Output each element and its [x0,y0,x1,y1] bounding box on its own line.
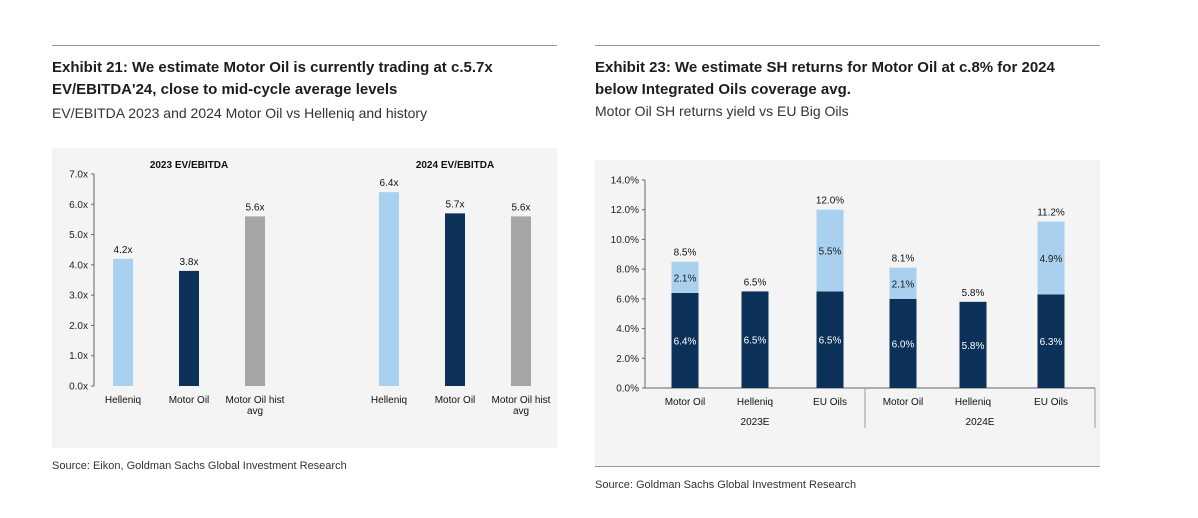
y-tick-label: 10.0% [611,235,639,246]
y-tick-label: 14.0% [611,176,639,187]
y-tick-label: 4.0% [616,324,639,335]
y-tick-label: 4.0x [69,260,88,271]
category-label: avg [513,406,529,417]
bar-segment-bottom [959,301,987,388]
bar-segment-top [671,261,699,293]
bar-value-label: 6.4x [380,178,399,189]
bar-segment-top-label: 5.5% [819,247,842,258]
y-tick-label: 7.0x [69,170,88,181]
y-tick-label: 0.0x [69,382,88,393]
category-label: EU Oils [813,397,847,408]
group-header-label: 2023 EV/EBITDA [150,160,228,171]
bar-segment-bottom-label: 5.8% [962,341,985,352]
exhibit23-bottom-rule [595,466,1100,467]
y-tick-label: 2.0x [69,321,88,332]
exhibit23-chart-panel: 0.0% 2.0% 4.0% 6.0% 8.0% 10.0% 12.0% 14.0% 6.4% 2… [595,160,1100,466]
category-label: Motor Oil hist [226,395,285,406]
exhibit23-top-rule [595,45,1100,46]
bar [379,192,399,386]
category-label: Motor Oil [665,397,706,408]
y-tick-label: 1.0x [69,351,88,362]
bar [445,213,465,386]
bar-segment-top [1037,221,1065,295]
exhibit23-title: Exhibit 23: We estimate SH returns for M… [595,57,1115,101]
category-label: Helleniq [105,395,141,406]
bar-segment-bottom-label: 6.5% [744,336,767,347]
y-tick-label: 6.0x [69,200,88,211]
category-label: avg [247,406,263,417]
bar-total-label: 12.0% [816,196,844,207]
bar-value-label: 5.6x [246,202,265,213]
bar-segment-bottom-label: 6.5% [819,336,842,347]
category-label: Motor Oil [435,395,476,406]
bar-segment-top [889,267,917,299]
y-tick-label: 3.0x [69,291,88,302]
bar-segment-top-label: 2.1% [674,273,697,284]
bar-segment-bottom [1037,294,1065,388]
exhibit21-subtitle: EV/EBITDA 2023 and 2024 Motor Oil vs Hel… [52,105,428,121]
bar-total-label: 5.8% [962,288,985,299]
bar-total-label: 8.5% [674,248,697,259]
exhibit23-subtitle: Motor Oil SH returns yield vs EU Big Oil… [595,103,849,119]
category-label: Motor Oil hist [492,395,551,406]
bar-total-label: 11.2% [1037,208,1065,219]
bar-value-label: 4.2x [114,245,133,256]
category-label: Helleniq [737,397,773,408]
bar [245,216,265,386]
y-tick-label: 2.0% [616,354,639,365]
exhibit21-chart: 0.0x 1.0x 2.0x 3.0x 4.0x 5.0x 6.0x 7.0x 2023 EV/… [69,160,551,417]
exhibit23-chart: 0.0% 2.0% 4.0% 6.0% 8.0% 10.0% 12.0% 14.0% 6.4% 2… [611,176,1096,428]
exhibit21-title: Exhibit 21: We estimate Motor Oil is cur… [52,57,572,101]
bar-value-label: 5.6x [512,202,531,213]
bar-segment-bottom-label: 6.4% [674,336,697,347]
bar-segment-bottom [741,291,769,388]
y-tick-label: 8.0% [616,265,639,276]
bar [179,270,199,386]
bar-value-label: 5.7x [446,199,465,210]
bar-segment-bottom-label: 6.0% [892,339,915,350]
category-label: EU Oils [1034,397,1068,408]
exhibit21-title-line2: EV/EBITDA'24, close to mid-cycle average… [52,81,398,98]
exhibit23-source: Source: Goldman Sachs Global Investment … [595,479,857,491]
bar-segment-top-label: 4.9% [1040,254,1063,265]
bar-value-label: 3.8x [180,257,199,268]
exhibit23-title-line1: Exhibit 23: We estimate SH returns for M… [595,59,1055,76]
y-tick-label: 5.0x [69,230,88,241]
bar [113,258,133,386]
group-axis-label: 2024E [966,417,995,428]
bar-total-label: 6.5% [744,277,767,288]
group-header-label: 2024 EV/EBITDA [416,160,494,171]
bar-segment-bottom [816,291,844,388]
bar-segment-top [816,209,844,292]
category-label: Motor Oil [169,395,210,406]
bar-total-label: 8.1% [892,254,915,265]
category-label: Helleniq [955,397,991,408]
category-label: Helleniq [371,395,407,406]
group-axis-label: 2023E [741,417,770,428]
y-tick-label: 12.0% [611,205,639,216]
exhibit21-top-rule [52,45,557,46]
bar-segment-top-label: 2.1% [892,279,915,290]
exhibit23-title-line2: below Integrated Oils coverage avg. [595,81,851,98]
y-tick-label: 0.0% [616,384,639,395]
exhibit21-title-line1: Exhibit 21: We estimate Motor Oil is cur… [52,59,493,76]
exhibit21-chart-panel: 0.0x 1.0x 2.0x 3.0x 4.0x 5.0x 6.0x 7.0x 2023 EV/… [52,148,557,448]
category-label: Motor Oil [883,397,924,408]
bar-segment-bottom [889,298,917,388]
exhibit21-source: Source: Eikon, Goldman Sachs Global Inve… [52,460,347,472]
bar-segment-bottom [671,292,699,388]
y-tick-label: 6.0% [616,294,639,305]
bar-segment-bottom-label: 6.3% [1040,337,1063,348]
bar [511,216,531,386]
